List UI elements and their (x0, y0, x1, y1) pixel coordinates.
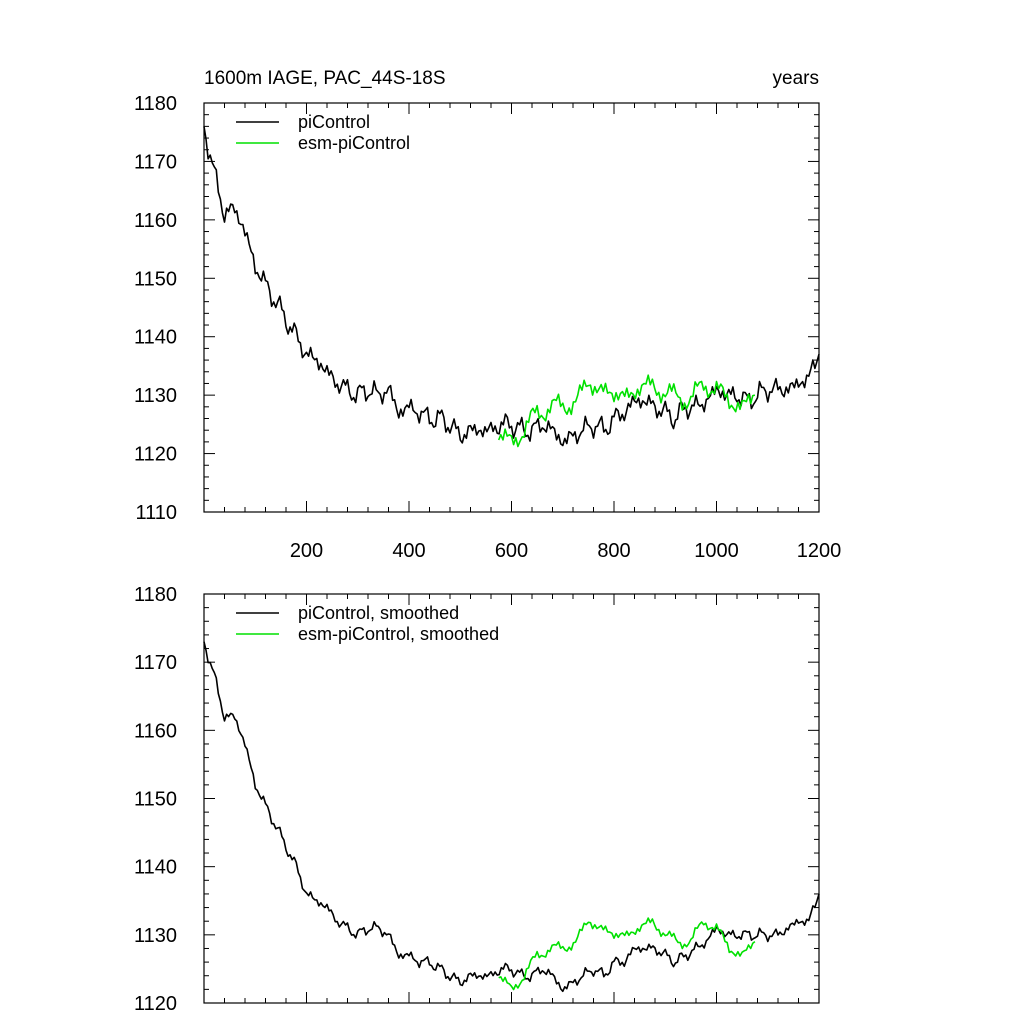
y-tick-label: 1170 (134, 151, 177, 173)
series-line-picontrol (203, 641, 820, 993)
panel-2: 1120 1130 1140 1150 1160 1170 1180 piControl, s… (134, 584, 820, 1015)
y-tick-label: 1130 (134, 925, 177, 947)
y-tick-label: 1180 (134, 93, 177, 115)
legend-label: piControl, smoothed (298, 603, 459, 623)
y-tick-label: 1120 (134, 444, 177, 466)
panel-1: 200 400 600 800 1000 1200 1110 1120 1130 1140 1150… (134, 68, 841, 562)
x-tick-label: 800 (597, 540, 630, 562)
y-tick-label: 1130 (134, 385, 177, 407)
x-tick-label: 600 (495, 540, 528, 562)
y-tick-label: 1140 (134, 327, 177, 349)
series-line-esm-picontrol (498, 917, 756, 991)
y-tick-label: 1180 (134, 584, 177, 606)
legend-label: esm-piControl, smoothed (298, 624, 499, 644)
chart-title: 1600m IAGE, PAC_44S-18S (204, 68, 446, 89)
y-tick-label: 1160 (134, 210, 177, 232)
y-tick-label: 1110 (135, 502, 177, 524)
series-line-picontrol (203, 126, 820, 447)
x-tick-label: 400 (392, 540, 425, 562)
chart-title-right: years (773, 68, 819, 89)
legend-label: esm-piControl (298, 133, 410, 153)
y-tick-label: 1150 (134, 789, 177, 811)
y-tick-label: 1140 (134, 857, 177, 879)
x-tick-label: 200 (290, 540, 323, 562)
x-tick-label: 1000 (694, 540, 739, 562)
series-line-esm-picontrol (497, 374, 756, 448)
legend-label: piControl (298, 112, 370, 132)
y-tick-label: 1150 (134, 268, 177, 290)
y-tick-label: 1160 (134, 720, 177, 742)
x-tick-label: 1200 (797, 540, 842, 562)
plot-frame (203, 102, 820, 513)
y-tick-label: 1170 (134, 652, 177, 674)
y-tick-label: 1120 (134, 993, 177, 1015)
